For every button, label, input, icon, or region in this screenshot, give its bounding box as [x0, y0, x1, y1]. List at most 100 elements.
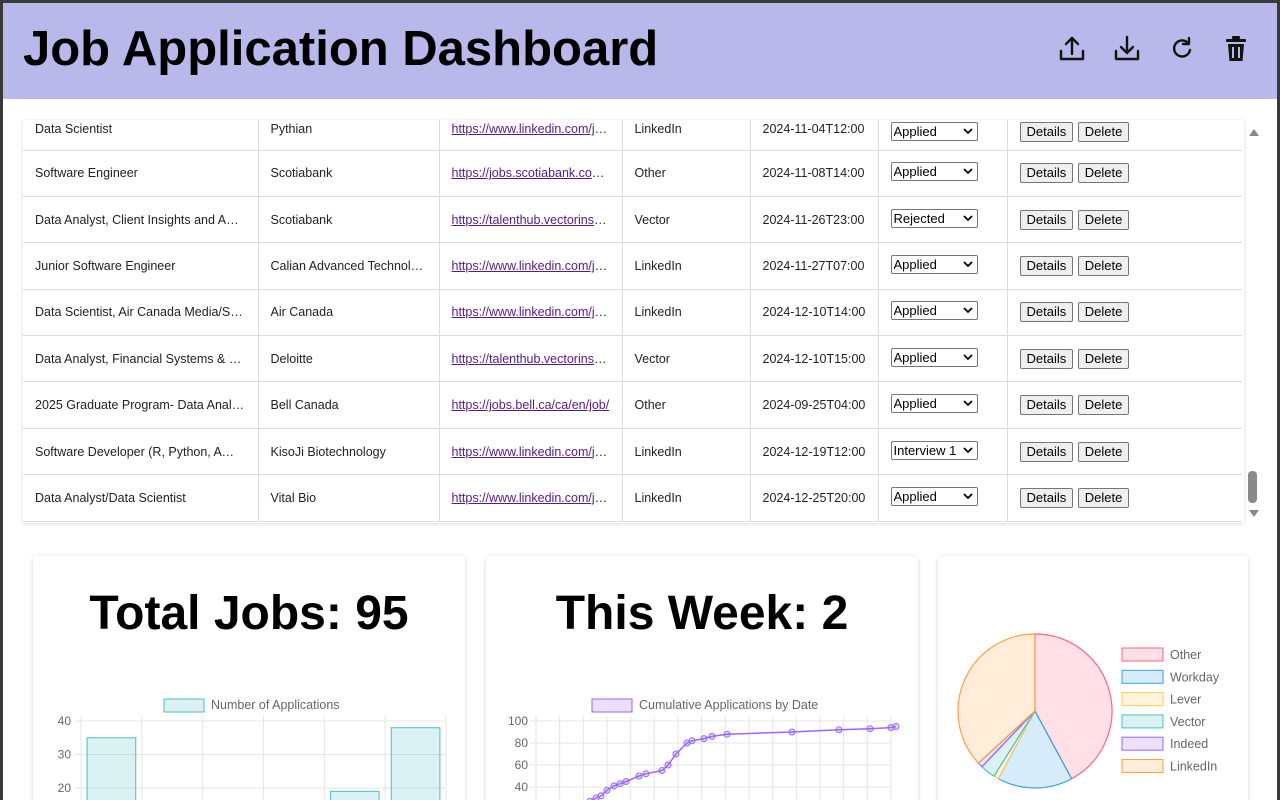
actions-cell: Details Delete	[1007, 150, 1242, 197]
refresh-icon[interactable]	[1166, 33, 1198, 65]
table-row: Data Analyst/Data Scientist Vital Bio http…	[23, 474, 1242, 522]
status-cell: Applied	[878, 120, 1008, 151]
legend-swatch	[1121, 647, 1164, 662]
delete-button[interactable]: Delete	[1077, 348, 1130, 369]
job-title-cell: Data Analyst, Client Insights and Analyt…	[23, 196, 259, 244]
delete-button[interactable]: Delete	[1077, 441, 1130, 462]
company-cell: Scotiabank	[258, 150, 440, 197]
status-select[interactable]: Rejected	[890, 208, 978, 228]
status-select[interactable]: Applied	[890, 394, 978, 414]
y-tick-label: 100	[508, 714, 528, 728]
job-link[interactable]: https://www.linkedin.com/jobs/view/	[451, 122, 622, 136]
job-link[interactable]: https://talenthub.vectorinstitute.ai/	[451, 212, 622, 227]
legend-label: Number of Applications	[211, 698, 340, 712]
status-select[interactable]: Applied	[890, 347, 978, 367]
delete-button[interactable]: Delete	[1077, 163, 1130, 184]
job-link[interactable]: https://www.linkedin.com/jobs/view/	[451, 258, 622, 273]
source-cell: Vector	[622, 196, 751, 244]
series-line	[590, 725, 897, 800]
status-select[interactable]: Applied	[890, 486, 978, 506]
bar	[390, 727, 441, 800]
link-cell: https://jobs.bell.ca/ca/en/job/	[439, 381, 623, 429]
data-point	[700, 735, 708, 743]
data-point	[658, 767, 666, 774]
job-title-cell: Junior Software Engineer	[23, 242, 259, 290]
details-button[interactable]: Details	[1019, 209, 1074, 230]
table-row: Data Analyst, Financial Systems & Planni…	[23, 335, 1242, 383]
job-title-cell: Data Analyst/Data Scientist	[23, 474, 259, 522]
legend-label: Cumulative Applications by Date	[639, 698, 818, 712]
job-title-cell: Software Engineer	[23, 150, 259, 197]
job-link[interactable]: https://talenthub.vectorinstitute.ai/	[451, 351, 622, 366]
link-cell: https://www.linkedin.com/jobs/view/	[439, 120, 623, 151]
status-select[interactable]: Applied	[890, 122, 978, 141]
details-button[interactable]: Details	[1019, 441, 1074, 462]
company-cell: Scotiabank	[258, 196, 440, 244]
delete-button[interactable]: Delete	[1077, 122, 1130, 142]
y-tick-label: 80	[515, 736, 529, 750]
table-row: Software Developer (R, Python, AWS) KisoJ…	[23, 428, 1242, 476]
details-button[interactable]: Details	[1019, 348, 1074, 369]
status-select[interactable]: Applied	[890, 254, 978, 274]
details-button[interactable]: Details	[1019, 122, 1074, 142]
scroll-up-arrow[interactable]	[1249, 129, 1259, 136]
y-tick-label: 30	[58, 748, 72, 762]
table-scrollbar[interactable]	[1246, 123, 1260, 523]
data-point	[887, 724, 895, 732]
total-jobs-label: Total Jobs: 95	[89, 587, 409, 640]
company-cell: Bell Canada	[258, 381, 440, 429]
job-title-cell: Data Scientist	[23, 120, 259, 151]
bar	[329, 790, 380, 800]
legend-swatch	[163, 698, 205, 713]
details-button[interactable]: Details	[1019, 395, 1074, 416]
details-button[interactable]: Details	[1019, 255, 1074, 276]
details-button[interactable]: Details	[1019, 302, 1074, 323]
date-cell: 2024-11-08T14:00	[750, 150, 879, 197]
legend-swatch	[1121, 759, 1164, 773]
data-point	[616, 780, 624, 788]
scroll-thumb[interactable]	[1248, 471, 1257, 503]
data-point	[788, 728, 796, 736]
status-select[interactable]: Applied	[890, 162, 978, 182]
delete-button[interactable]: Delete	[1077, 209, 1130, 230]
job-link[interactable]: https://www.linkedin.com/jobs/view/	[451, 444, 622, 459]
table-row: 2025 Graduate Program- Data Analytics Bel…	[23, 381, 1242, 429]
status-select[interactable]: Applied	[890, 301, 978, 321]
delete-button[interactable]: Delete	[1077, 302, 1130, 323]
data-point	[603, 786, 611, 794]
delete-button[interactable]: Delete	[1077, 395, 1130, 416]
delete-button[interactable]: Delete	[1077, 487, 1130, 508]
delete-button[interactable]: Delete	[1077, 255, 1130, 276]
scroll-down-arrow[interactable]	[1249, 510, 1259, 517]
pie-slice	[957, 633, 1036, 764]
details-button[interactable]: Details	[1019, 163, 1074, 184]
data-point	[892, 723, 900, 730]
company-cell: Deloitte	[258, 335, 440, 383]
actions-cell: Details Delete	[1007, 196, 1242, 244]
data-point	[688, 737, 696, 745]
source-cell: Other	[622, 381, 751, 429]
actions-cell: Details Delete	[1007, 335, 1242, 383]
status-cell: Applied	[878, 289, 1008, 337]
legend-label: Indeed	[1170, 737, 1208, 751]
job-link[interactable]: https://jobs.bell.ca/ca/en/job/	[451, 398, 610, 413]
job-link[interactable]: https://www.linkedin.com/jobs/view/	[451, 305, 622, 320]
status-cell: Interview 1	[878, 428, 1008, 476]
company-cell: Pythian	[258, 120, 440, 151]
this-week-label: This Week: 2	[555, 587, 849, 640]
details-button[interactable]: Details	[1019, 487, 1074, 508]
actions-cell: Details Delete	[1007, 428, 1242, 476]
status-cell: Applied	[878, 381, 1008, 429]
link-cell: https://www.linkedin.com/jobs/view/	[439, 289, 623, 337]
download-icon[interactable]	[1111, 33, 1143, 65]
link-cell: https://www.linkedin.com/jobs/view/	[439, 474, 623, 522]
job-link[interactable]: https://www.linkedin.com/jobs/view/	[451, 490, 622, 505]
status-select[interactable]: Interview 1	[890, 440, 978, 460]
legend-swatch	[1121, 736, 1164, 751]
job-link[interactable]: https://jobs.scotiabank.com/job/	[451, 166, 622, 181]
status-cell: Applied	[878, 335, 1008, 383]
upload-icon[interactable]	[1056, 33, 1088, 65]
trash-icon[interactable]	[1220, 33, 1252, 65]
company-cell: Vital Bio	[258, 474, 440, 522]
link-cell: https://www.linkedin.com/jobs/view/	[439, 428, 623, 476]
